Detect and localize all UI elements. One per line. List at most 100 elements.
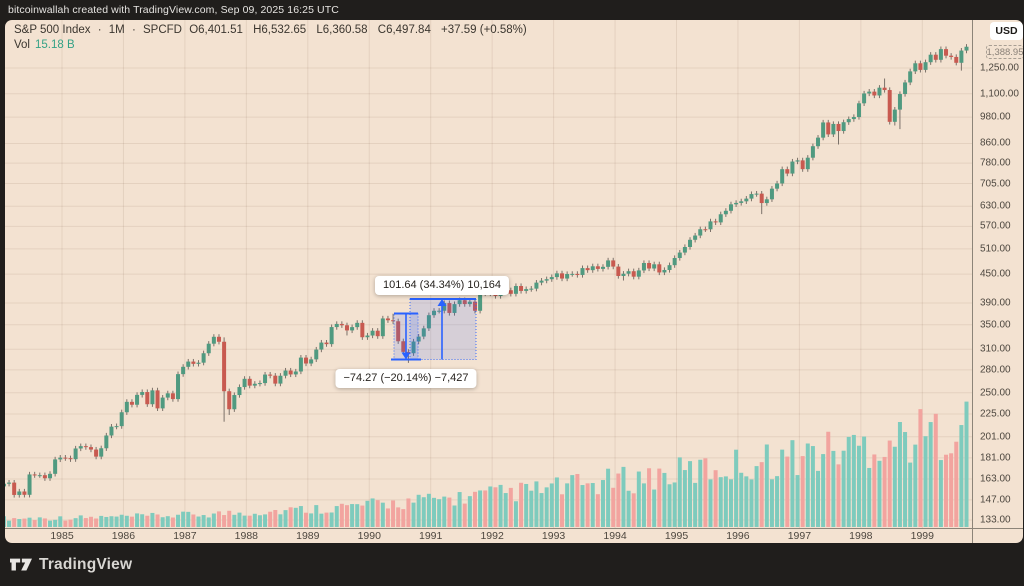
volume-bar <box>749 479 754 527</box>
volume-bar <box>754 466 759 527</box>
candle-body <box>334 323 339 328</box>
volume-bar <box>590 483 595 527</box>
volume-bar <box>867 467 872 527</box>
year-tick-label: 1998 <box>849 530 873 542</box>
candle-body <box>273 375 278 384</box>
candle-body <box>385 318 390 321</box>
candle-body <box>124 401 129 413</box>
volume-bar <box>201 515 206 527</box>
volume-bar <box>206 517 211 527</box>
candle-body <box>938 49 943 60</box>
currency-toggle-button[interactable]: USD <box>990 22 1023 40</box>
candle-body <box>416 336 421 342</box>
candle-body <box>242 378 247 388</box>
candle-body <box>677 252 682 259</box>
volume-bar <box>196 516 201 527</box>
volume-bar <box>954 441 959 527</box>
year-tick-label: 1993 <box>541 530 566 542</box>
volume-bar <box>826 431 831 527</box>
candle-body <box>923 62 928 70</box>
volume-bar <box>411 502 416 527</box>
candle-body <box>560 273 565 279</box>
volume-bar <box>580 485 585 527</box>
candle-body <box>600 266 605 269</box>
volume-bar <box>319 513 324 527</box>
volume-bar <box>114 516 119 527</box>
price-tick-label: 133.00 <box>980 514 1011 526</box>
volume-bar <box>73 518 78 527</box>
candle-body <box>88 447 93 450</box>
candle-body <box>631 271 636 277</box>
candle-body <box>150 390 155 405</box>
volume-bar <box>293 507 298 527</box>
candle-body <box>324 342 329 345</box>
volume-bar <box>160 517 165 527</box>
candle-body <box>5 483 6 487</box>
volume-bar <box>513 501 518 527</box>
volume-bar <box>191 514 196 527</box>
volume-bar <box>222 515 227 527</box>
candle-body <box>862 93 867 104</box>
volume-bar <box>897 422 902 527</box>
tradingview-logo-link[interactable]: TradingView <box>10 556 132 574</box>
year-tick-label: 1991 <box>419 530 443 542</box>
candle-body <box>805 157 810 170</box>
candle-body <box>63 457 68 459</box>
volume-bar <box>370 498 375 527</box>
candle-body <box>713 221 718 223</box>
year-tick-label: 1992 <box>480 530 504 542</box>
candle-body <box>877 87 882 96</box>
up-measure-label[interactable]: 101.64 (34.34%) 10,164 <box>374 276 510 295</box>
measure-box[interactable] <box>409 298 477 360</box>
candle-body <box>775 183 780 189</box>
price-tick-label: 510.00 <box>980 243 1011 255</box>
candle-body <box>396 321 401 342</box>
candle-body <box>170 393 175 400</box>
candle-body <box>529 288 534 290</box>
candle-body <box>222 341 227 392</box>
volume-bar <box>682 470 687 527</box>
volume-bar <box>575 473 580 527</box>
footer-bar: TradingView <box>0 543 1024 586</box>
candle-body <box>734 202 739 205</box>
candle-body <box>636 270 641 277</box>
candle-body <box>816 137 821 147</box>
volume-bar <box>728 479 733 527</box>
volume-bar <box>232 514 237 527</box>
price-tick-label: 390.00 <box>980 297 1011 309</box>
volume-bar <box>437 499 442 527</box>
volume-bar <box>268 511 273 527</box>
volume-bar <box>22 518 27 527</box>
year-tick-label: 1989 <box>296 530 320 542</box>
volume-bar <box>877 460 882 527</box>
volume-bar <box>186 511 191 527</box>
volume-bar <box>252 513 257 527</box>
volume-bar <box>846 436 851 527</box>
price-tick-label: 570.00 <box>980 220 1011 232</box>
candle-body <box>708 221 713 230</box>
candle-body <box>247 378 252 386</box>
candle-body <box>959 50 964 63</box>
volume-bar <box>324 512 329 527</box>
price-axis[interactable]: USD 1,388.95 1,250.00 1,100.00 980.00 860.0… <box>972 20 1023 543</box>
volume-bar <box>882 456 887 527</box>
candle-body <box>897 94 902 110</box>
year-tick-label: 1986 <box>111 530 136 542</box>
chart-pane: S&P 500 Index · 1M · SPCFD O6,401.51 H6,… <box>5 20 1023 543</box>
volume-value: 15.18 B <box>35 39 75 51</box>
candle-body <box>211 336 216 344</box>
volume-bar <box>416 494 421 527</box>
down-measure-label[interactable]: −74.27 (−20.14%) −7,427 <box>335 369 477 388</box>
candle-body <box>355 322 360 328</box>
candle-body <box>191 361 196 364</box>
chart-canvas[interactable] <box>5 20 1023 543</box>
candle-body <box>78 446 83 449</box>
volume-bar <box>672 482 677 527</box>
volume-bar <box>109 516 114 527</box>
candle-body <box>565 274 570 279</box>
volume-bar <box>744 476 749 527</box>
time-axis[interactable]: 1985 1986 1987 1988 1989 1990 1991 1992 1993 1994… <box>5 528 1023 543</box>
volume-bar <box>611 487 616 527</box>
volume-bar <box>693 482 698 527</box>
year-tick-label: 1999 <box>910 530 934 542</box>
